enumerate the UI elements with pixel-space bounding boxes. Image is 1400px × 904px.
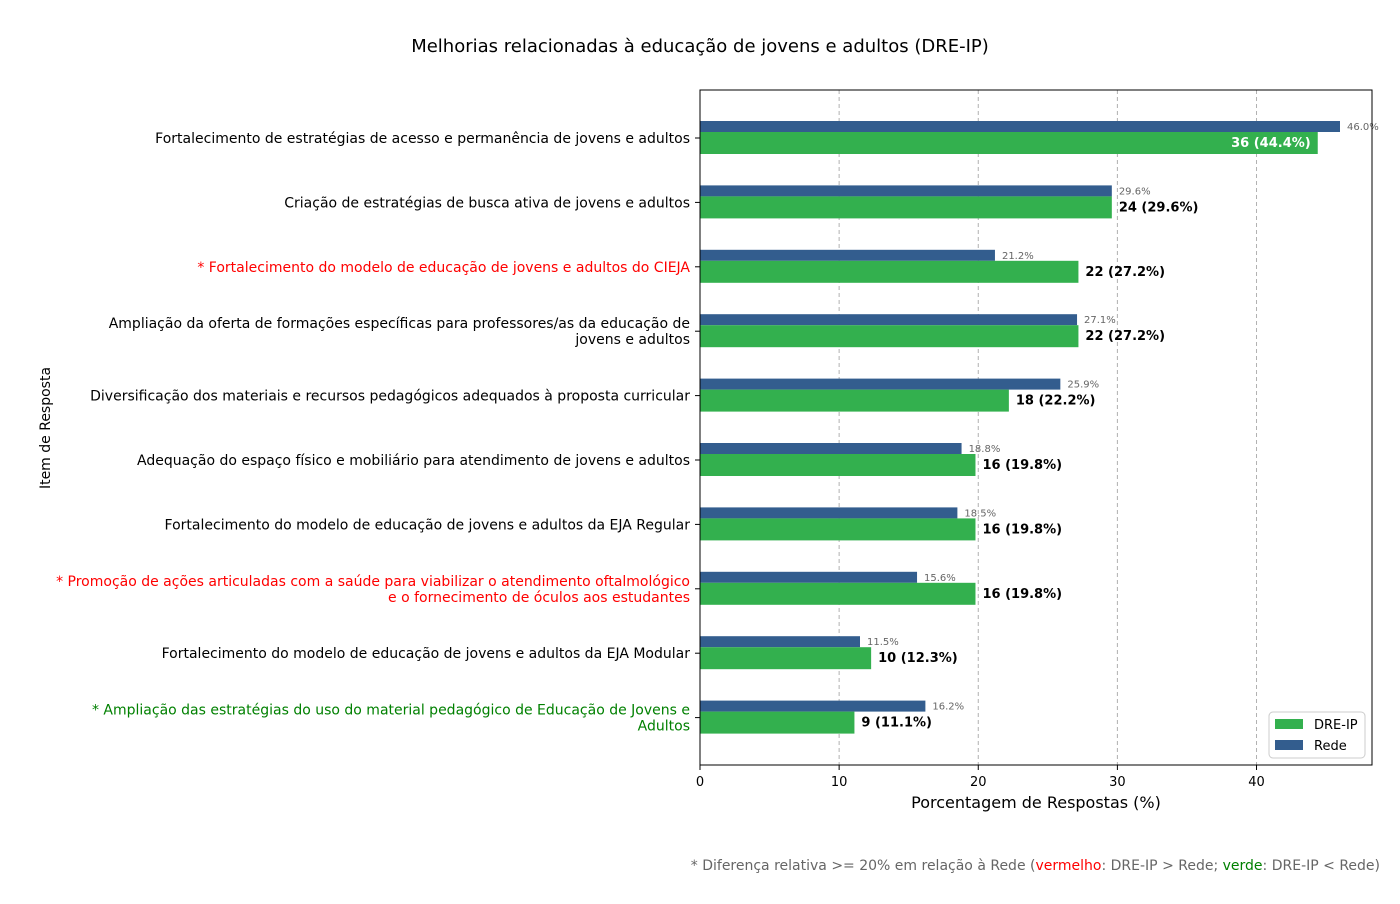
chart-title: Melhorias relacionadas à educação de jov… [411, 36, 989, 57]
category-label: Fortalecimento do modelo de educação de … [165, 517, 691, 533]
rede-bar [700, 571, 918, 583]
category-label: * Ampliação das estratégias do uso do ma… [92, 703, 690, 719]
rede-bar [700, 443, 962, 454]
category-label: Adequação do espaço físico e mobiliário … [137, 453, 690, 469]
dre-ip-bar [700, 454, 976, 476]
rede-bar [700, 314, 1078, 326]
footnote-green-word: verde [1223, 858, 1263, 874]
dre-ip-bar [700, 325, 1079, 348]
dre-ip-bar [700, 647, 872, 670]
y-axis: Fortalecimento de estratégias de acesso … [56, 131, 700, 735]
rede-bar [700, 121, 1340, 132]
x-tick-label: 10 [831, 775, 848, 790]
rede-bar [700, 507, 958, 519]
rede-value-label: 15.6% [924, 573, 956, 584]
x-tick-label: 30 [1109, 775, 1126, 790]
category-label: Fortalecimento do modelo de educação de … [162, 646, 691, 662]
dre-ip-value-label: 22 (27.2%) [1085, 265, 1165, 280]
legend-swatch-rede [1275, 740, 1303, 750]
plot-frame [699, 89, 1373, 766]
category-label: jovens e adultos [574, 332, 690, 348]
dre-ip-bar [700, 518, 976, 541]
rede-value-label: 18.8% [969, 444, 1001, 455]
bars: 46.0% 36 (44.4%) 29.6% 24 (29.6%) 21.2% 22 (2… [700, 121, 1379, 734]
dre-ip-bar [700, 711, 855, 734]
rede-value-label: 18.5% [964, 508, 996, 519]
category-label: Fortalecimento de estratégias de acesso … [155, 131, 690, 147]
dre-ip-bar [700, 196, 1112, 219]
rede-value-label: 29.6% [1119, 186, 1151, 197]
dre-ip-bar [700, 260, 1079, 283]
rede-bar [700, 378, 1061, 390]
dre-ip-value-label: 36 (44.4%) [1231, 136, 1311, 151]
dre-ip-value-label: 22 (27.2%) [1085, 329, 1165, 344]
dre-ip-bar [700, 389, 1009, 412]
category-label: * Promoção de ações articuladas com a sa… [56, 574, 690, 590]
dre-ip-value-label: 9 (11.1%) [861, 716, 932, 731]
dre-ip-bar [700, 582, 976, 605]
dre-ip-value-label: 16 (19.8%) [982, 587, 1062, 602]
category-label: Criação de estratégias de busca ativa de… [284, 195, 690, 211]
footnote-part-3: : DRE-IP < Rede) [1263, 858, 1380, 874]
category-label: Adultos [638, 719, 690, 735]
legend: DRE-IP Rede [1268, 711, 1366, 759]
dre-ip-value-label: 10 (12.3%) [878, 651, 958, 666]
rede-bar [700, 700, 926, 712]
rede-bar [700, 636, 860, 648]
x-tick-label: 20 [970, 775, 987, 790]
legend-label-rede: Rede [1314, 739, 1347, 754]
footnote-part-2: : DRE-IP > Rede; [1101, 858, 1222, 874]
footnote-red-word: vermelho [1035, 858, 1101, 874]
legend-label-dre-ip: DRE-IP [1314, 718, 1358, 733]
x-axis-title: Porcentagem de Respostas (%) [911, 793, 1161, 812]
x-tick-label: 0 [696, 775, 704, 790]
rede-value-label: 11.5% [867, 637, 899, 648]
dre-ip-value-label: 16 (19.8%) [982, 458, 1062, 473]
y-axis-title: Item de Resposta [38, 367, 54, 489]
dre-ip-bar [700, 132, 1318, 154]
category-label: e o fornecimento de óculos aos estudante… [388, 590, 690, 606]
category-label: * Fortalecimento do modelo de educação d… [197, 260, 690, 276]
rede-bar [700, 249, 995, 261]
x-axis: 0 10 20 30 40 [696, 765, 1265, 790]
dre-ip-value-label: 16 (19.8%) [982, 522, 1062, 537]
rede-value-label: 25.9% [1067, 380, 1099, 391]
dre-ip-value-label: 24 (29.6%) [1119, 200, 1199, 215]
footnote: * Diferença relativa >= 20% em relação à… [691, 858, 1380, 874]
rede-value-label: 21.2% [1002, 251, 1034, 262]
category-label: Ampliação da oferta de formações específ… [109, 316, 690, 332]
legend-swatch-dre-ip [1275, 719, 1303, 729]
rede-value-label: 16.2% [932, 702, 964, 713]
category-label: Diversificação dos materiais e recursos … [90, 389, 690, 405]
rede-value-label: 46.0% [1347, 122, 1379, 133]
footnote-part-1: * Diferença relativa >= 20% em relação à… [691, 858, 1036, 874]
x-tick-label: 40 [1248, 775, 1265, 790]
rede-bar [700, 185, 1112, 197]
rede-value-label: 27.1% [1084, 315, 1116, 326]
dre-ip-value-label: 18 (22.2%) [1016, 394, 1096, 409]
